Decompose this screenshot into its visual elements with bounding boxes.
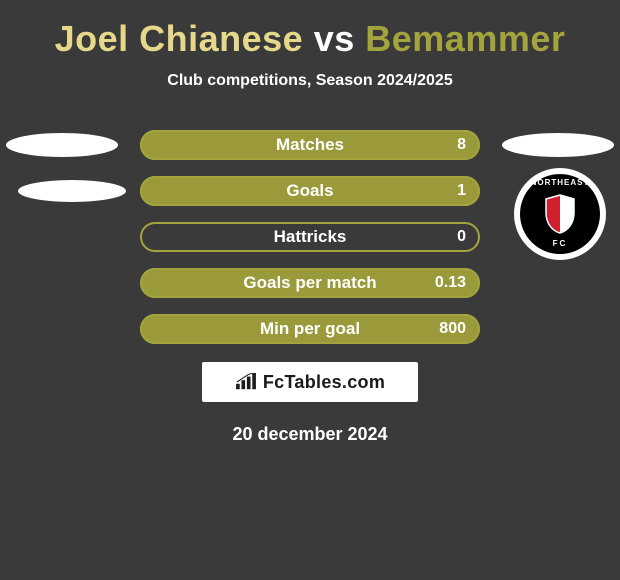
bar-chart-icon xyxy=(235,373,257,391)
stat-label: Min per goal xyxy=(140,319,480,339)
date-text: 20 december 2024 xyxy=(0,424,620,445)
stat-bar: Hattricks0 xyxy=(140,222,480,252)
decor-ellipse-left xyxy=(18,180,126,202)
badge-bottom-text: FC xyxy=(520,239,600,248)
subtitle: Club competitions, Season 2024/2025 xyxy=(0,72,620,90)
stat-row: Min per goal800 xyxy=(10,314,610,344)
branding-box[interactable]: FcTables.com xyxy=(202,362,418,402)
stat-bar: Min per goal800 xyxy=(140,314,480,344)
stat-row: NORTHEAST FC Goals1 xyxy=(10,176,610,206)
stat-row: Matches8 xyxy=(10,130,610,160)
player2-name: Bemammer xyxy=(365,18,565,59)
stat-label: Goals xyxy=(140,181,480,201)
stat-right-value: 1 xyxy=(457,182,466,200)
branding-text: FcTables.com xyxy=(263,372,385,393)
decor-ellipse-left xyxy=(6,133,118,157)
decor-ellipse-right xyxy=(502,133,614,157)
stat-right-value: 0.13 xyxy=(435,274,466,292)
club-badge-inner: NORTHEAST FC xyxy=(520,174,600,254)
stat-label: Goals per match xyxy=(140,273,480,293)
stat-bar: Goals1 xyxy=(140,176,480,206)
stat-label: Matches xyxy=(140,135,480,155)
player1-name: Joel Chianese xyxy=(55,18,304,59)
stat-bar: Matches8 xyxy=(140,130,480,160)
stat-right-value: 0 xyxy=(457,228,466,246)
shield-icon xyxy=(542,193,578,235)
stat-label: Hattricks xyxy=(140,227,480,247)
stat-bar: Goals per match0.13 xyxy=(140,268,480,298)
stat-right-value: 8 xyxy=(457,136,466,154)
stats-rows: Matches8 NORTHEAST FC Goals1 Hattricks0 Go… xyxy=(0,130,620,344)
stat-row: Goals per match0.13 xyxy=(10,268,610,298)
stat-right-value: 800 xyxy=(439,320,466,338)
badge-top-text: NORTHEAST xyxy=(520,178,600,187)
club-badge: NORTHEAST FC xyxy=(514,168,606,260)
vs-text: vs xyxy=(314,18,355,59)
page-title: Joel Chianese vs Bemammer xyxy=(0,18,620,60)
